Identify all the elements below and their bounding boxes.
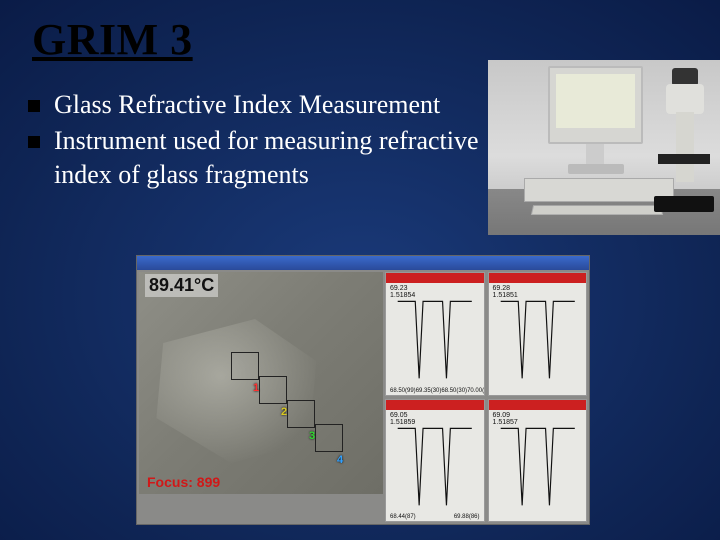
bullet-text: Glass Refractive Index Measurement: [54, 88, 440, 122]
graph-bottom-ticks: 68.44(87) 69.88(86): [390, 514, 480, 520]
graph-grid: 69.23 1.51854 68.50(99) 69.35(30) 68.50(…: [385, 272, 587, 522]
bullet-square-icon: [28, 136, 40, 148]
graph-panel-1: 69.23 1.51854 68.50(99) 69.35(30) 68.50(…: [385, 272, 485, 396]
bullet-list: Glass Refractive Index Measurement Instr…: [28, 88, 488, 193]
measure-box-1: [231, 352, 259, 380]
monitor-screen: [556, 74, 635, 128]
graph-top-label: 69.09 1.51857: [493, 412, 518, 426]
graph-panel-4: 69.09 1.51857: [488, 399, 588, 523]
tick-label: 68.44(87): [390, 514, 416, 520]
window-titlebar: [137, 256, 589, 270]
microscope-video-view: 1 2 3 4 Focus: 899: [139, 272, 383, 494]
graph-header-bar: [386, 400, 484, 410]
microscope-arm: [676, 112, 694, 182]
microscope-head: [666, 84, 704, 114]
temperature-readout: 89.41°C: [145, 274, 218, 297]
desktop-pc: [524, 178, 674, 202]
tick-label: 69.35(30): [416, 388, 442, 394]
microscope-stage: [658, 154, 710, 164]
graph-top-label: 69.23 1.51854: [390, 285, 415, 299]
monitor-stand: [586, 144, 604, 166]
graph-panel-2: 69.28 1.51851: [488, 272, 588, 396]
tick-label: 69.88(86): [454, 514, 480, 520]
glass-fragment: [153, 316, 323, 466]
microscope: [654, 68, 714, 218]
keyboard: [531, 205, 663, 215]
bullet-item: Glass Refractive Index Measurement: [28, 88, 488, 122]
tick-label: 68.50(99): [390, 388, 416, 394]
microscope-base: [654, 196, 714, 212]
equipment-photo: [488, 60, 720, 235]
measure-label-4: 4: [337, 454, 343, 466]
tick-label: 68.50(30): [441, 388, 467, 394]
bullet-item: Instrument used for measuring refractive…: [28, 124, 488, 192]
tick-label: 70.00(99): [467, 388, 484, 394]
graph-top-label: 69.05 1.51859: [390, 412, 415, 426]
monitor-base: [568, 164, 624, 174]
measure-box-4: [315, 424, 343, 452]
graph-header-bar: [386, 273, 484, 283]
slide-title: GRIM 3: [32, 14, 193, 65]
graph-bottom-ticks: 68.50(99) 69.35(30) 68.50(30) 70.00(99): [390, 388, 480, 394]
measure-box-3: [287, 400, 315, 428]
graph-top-label: 69.28 1.51851: [493, 285, 518, 299]
measure-box-2: [259, 376, 287, 404]
software-screenshot: 1 2 3 4 Focus: 899 89.41°C 69.23 1.51854…: [136, 255, 590, 525]
graph-panel-3: 69.05 1.51859 68.44(87) 69.88(86): [385, 399, 485, 523]
bullet-text: Instrument used for measuring refractive…: [54, 124, 488, 192]
focus-readout: Focus: 899: [147, 474, 220, 490]
bullet-square-icon: [28, 100, 40, 112]
slide: GRIM 3 Glass Refractive Index Measuremen…: [0, 0, 720, 540]
graph-header-bar: [489, 400, 587, 410]
crt-monitor: [548, 66, 643, 144]
graph-header-bar: [489, 273, 587, 283]
